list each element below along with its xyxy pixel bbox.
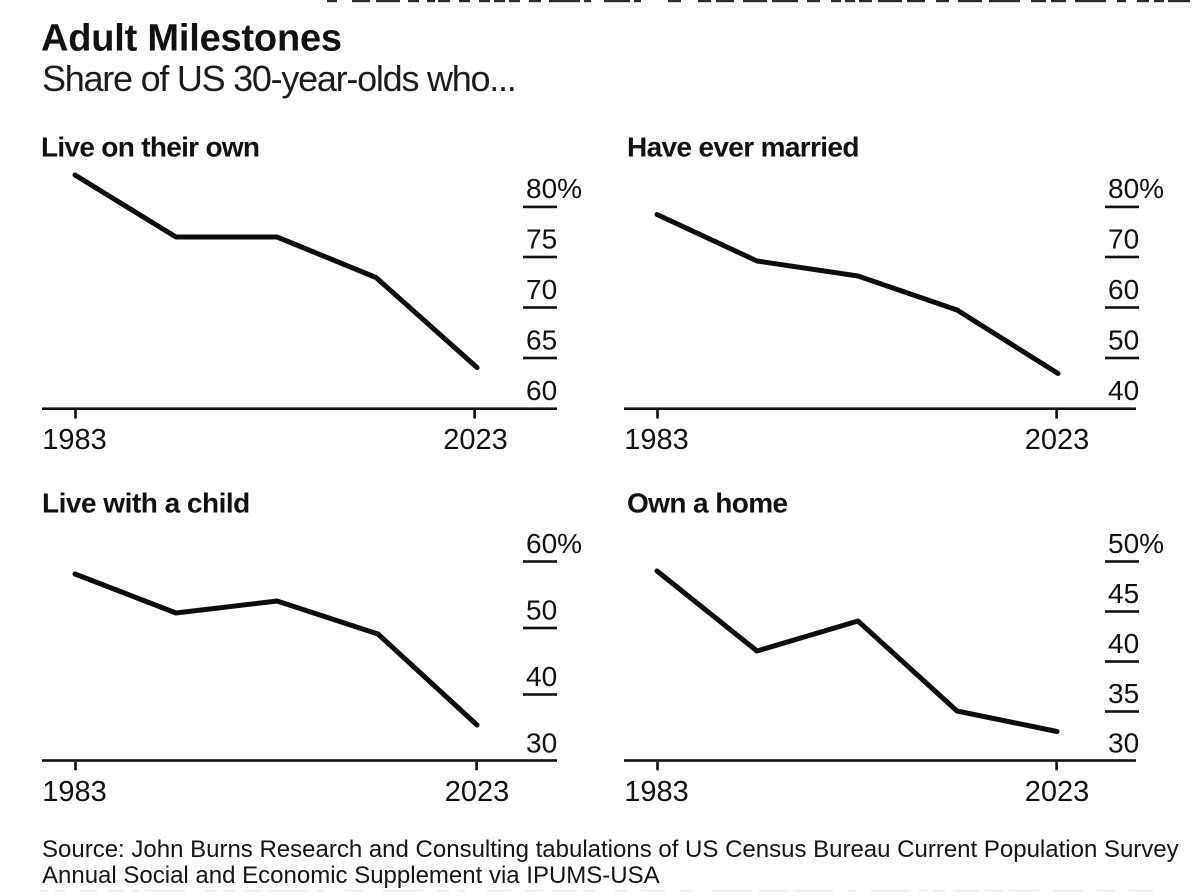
svg-text:80%: 80% <box>1108 173 1164 204</box>
svg-text:60: 60 <box>526 375 557 406</box>
svg-text:50%: 50% <box>1108 528 1164 559</box>
svg-text:60%: 60% <box>526 528 582 559</box>
svg-text:45: 45 <box>1108 578 1139 609</box>
svg-text:60: 60 <box>1108 274 1139 305</box>
svg-text:2023: 2023 <box>443 424 508 456</box>
svg-text:40: 40 <box>526 661 557 692</box>
svg-text:50: 50 <box>526 595 557 626</box>
svg-text:Source: John Burns Research an: Source: John Burns Research and Consulti… <box>42 836 1179 863</box>
svg-text:Live with a child: Live with a child <box>42 488 250 519</box>
svg-text:2023: 2023 <box>1025 424 1090 456</box>
svg-text:35: 35 <box>1108 678 1139 709</box>
svg-text:40: 40 <box>1108 628 1139 659</box>
svg-text:Annual Social and Economic Sup: Annual Social and Economic Supplement vi… <box>42 862 660 889</box>
svg-text:2023: 2023 <box>445 776 510 808</box>
svg-text:Own a home: Own a home <box>627 488 787 519</box>
svg-text:40: 40 <box>1108 375 1139 406</box>
svg-text:70: 70 <box>526 274 557 305</box>
svg-text:Adult Milestones: Adult Milestones <box>41 18 342 60</box>
svg-text:Have ever married: Have ever married <box>627 132 859 163</box>
svg-text:1983: 1983 <box>624 776 689 808</box>
svg-text:30: 30 <box>1108 728 1139 759</box>
svg-text:50: 50 <box>1108 325 1139 356</box>
svg-text:Share of US 30-year-olds who..: Share of US 30-year-olds who... <box>42 58 516 99</box>
svg-text:2023: 2023 <box>1025 776 1090 808</box>
svg-text:75: 75 <box>526 224 557 255</box>
svg-text:1983: 1983 <box>42 424 107 456</box>
svg-text:65: 65 <box>526 325 557 356</box>
svg-text:Live on their own: Live on their own <box>41 132 259 163</box>
svg-text:70: 70 <box>1108 224 1139 255</box>
svg-text:80%: 80% <box>526 173 582 204</box>
svg-text:30: 30 <box>526 728 557 759</box>
svg-text:1983: 1983 <box>42 776 107 808</box>
svg-text:1983: 1983 <box>624 424 689 456</box>
